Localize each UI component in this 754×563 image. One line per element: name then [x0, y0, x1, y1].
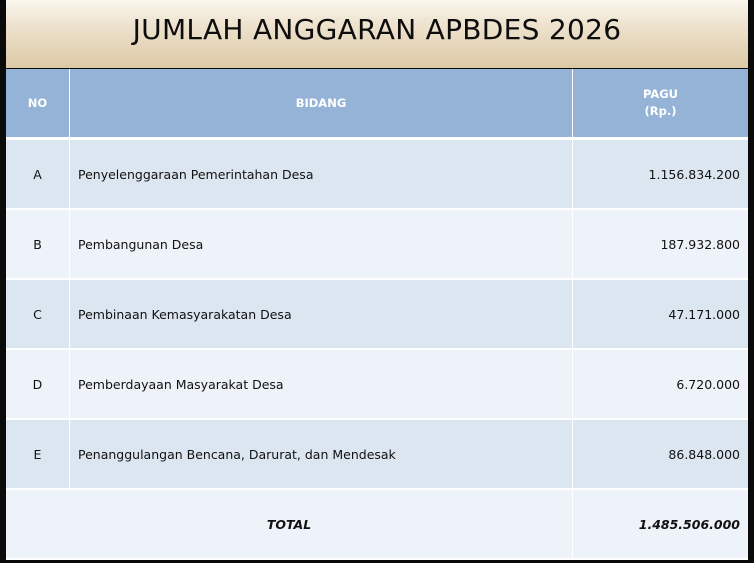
row-pagu: 86.848.000 [572, 419, 748, 490]
row-bidang: Pembinaan Kemasyarakatan Desa [69, 279, 573, 350]
table-row: A Penyelenggaraan Pemerintahan Desa 1.15… [6, 138, 748, 210]
row-pagu: 1.156.834.200 [572, 138, 748, 210]
row-bidang: Pembangunan Desa [69, 209, 573, 280]
header-no: NO [6, 69, 70, 140]
total-pagu: 1.485.506.000 [572, 489, 748, 560]
row-bidang: Penanggulangan Bencana, Darurat, dan Men… [69, 419, 573, 490]
header-pagu-label: PAGU [642, 87, 679, 101]
table-row: D Pemberdayaan Masyarakat Desa 6.720.000 [6, 349, 748, 420]
header-pagu-unit: (Rp.) [644, 104, 677, 118]
page-title: JUMLAH ANGGARAN APBDES 2026 [132, 12, 622, 46]
table-header-row: NO BIDANG PAGU (Rp.) [6, 69, 748, 140]
row-no: A [6, 138, 70, 210]
row-no: C [6, 279, 70, 350]
row-bidang: Penyelenggaraan Pemerintahan Desa [69, 138, 573, 210]
table-row: E Penanggulangan Bencana, Darurat, dan M… [6, 419, 748, 490]
row-pagu: 6.720.000 [572, 349, 748, 420]
total-row: TOTAL 1.485.506.000 [6, 489, 748, 560]
total-label: TOTAL [6, 489, 573, 560]
title-banner: JUMLAH ANGGARAN APBDES 2026 [6, 0, 748, 68]
row-no: D [6, 349, 70, 420]
row-bidang: Pemberdayaan Masyarakat Desa [69, 349, 573, 420]
budget-table: NO BIDANG PAGU (Rp.) A Penyelenggaraan P… [6, 69, 748, 560]
table-row: B Pembangunan Desa 187.932.800 [6, 209, 748, 280]
table-row: C Pembinaan Kemasyarakatan Desa 47.171.0… [6, 279, 748, 350]
row-pagu: 187.932.800 [572, 209, 748, 280]
header-bidang: BIDANG [69, 69, 573, 140]
header-pagu: PAGU (Rp.) [572, 69, 748, 140]
row-no: B [6, 209, 70, 280]
row-no: E [6, 419, 70, 490]
row-pagu: 47.171.000 [572, 279, 748, 350]
